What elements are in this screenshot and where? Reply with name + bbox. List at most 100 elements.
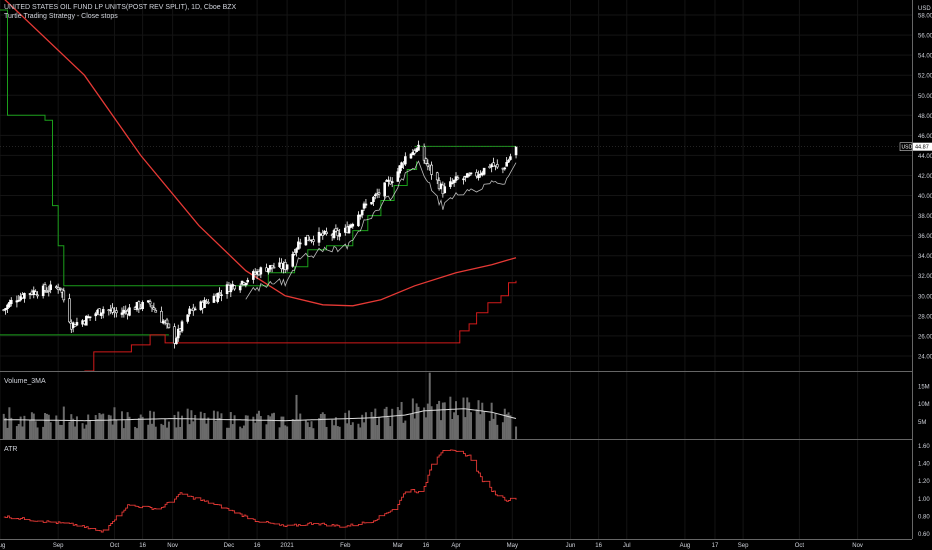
volume-bar bbox=[120, 411, 123, 439]
candle-body bbox=[43, 284, 47, 291]
volume-bar bbox=[515, 426, 518, 439]
volume-bar bbox=[194, 414, 197, 439]
volume-bar bbox=[173, 414, 176, 439]
volume-bar bbox=[505, 414, 508, 439]
volume-bar bbox=[503, 408, 506, 439]
volume-tick-label: 15M bbox=[918, 385, 930, 391]
volume-bar bbox=[428, 372, 431, 439]
candle-body bbox=[360, 209, 364, 216]
candle-body bbox=[400, 162, 403, 169]
candle-body bbox=[101, 309, 105, 314]
volume-bar bbox=[295, 394, 298, 439]
volume-bar bbox=[216, 411, 219, 439]
candle-body bbox=[176, 328, 180, 339]
volume-bar bbox=[179, 426, 182, 439]
price-tick-label: 28.00 bbox=[918, 314, 932, 320]
candle-body bbox=[362, 203, 366, 209]
volume-pane[interactable] bbox=[2, 372, 518, 439]
candle-body bbox=[462, 178, 465, 181]
candle-body bbox=[450, 182, 454, 185]
candle-body bbox=[137, 301, 141, 310]
time-tick-label: Sep bbox=[53, 543, 64, 549]
volume-bar bbox=[102, 413, 105, 439]
atr-tick-label: 0.60 bbox=[918, 532, 930, 538]
candle-body bbox=[514, 146, 518, 156]
volume-ma-line bbox=[3, 408, 517, 422]
volume-bar bbox=[464, 417, 467, 439]
candle-body bbox=[492, 162, 495, 167]
volume-bar bbox=[477, 400, 480, 439]
price-pane[interactable] bbox=[0, 0, 912, 372]
candle-body bbox=[317, 231, 321, 243]
volume-bar bbox=[141, 416, 144, 439]
volume-bar bbox=[124, 420, 127, 439]
volume-bar bbox=[81, 423, 84, 439]
volume-bar bbox=[220, 413, 223, 439]
volume-bar bbox=[424, 417, 427, 439]
volume-bar bbox=[226, 427, 229, 439]
candle-body bbox=[377, 192, 381, 195]
candle-body bbox=[45, 291, 49, 293]
volume-bar bbox=[483, 411, 486, 439]
candle-body bbox=[41, 285, 45, 297]
volume-bar bbox=[494, 413, 497, 439]
time-tick-label: May bbox=[507, 543, 518, 549]
volume-tick-label: 10M bbox=[918, 402, 930, 408]
volume-bar bbox=[21, 426, 24, 439]
candle-body bbox=[218, 292, 221, 294]
volume-bar bbox=[269, 416, 272, 439]
last-price-tag: USD bbox=[902, 145, 913, 151]
candle-body bbox=[325, 231, 328, 235]
candle-body bbox=[148, 301, 152, 305]
volume-bar bbox=[293, 419, 296, 439]
volume-bar bbox=[32, 413, 35, 439]
volume-bar bbox=[364, 412, 367, 439]
candle-body bbox=[383, 182, 386, 197]
candle-body bbox=[298, 242, 302, 245]
volume-bar bbox=[15, 426, 18, 439]
time-tick-label: Feb bbox=[340, 543, 351, 549]
symbol-title: UNITED STATES OIL FUND LP UNITS(POST REV… bbox=[4, 4, 237, 11]
volume-bar bbox=[242, 425, 245, 439]
volume-bar bbox=[167, 421, 170, 439]
volume-bar bbox=[470, 412, 473, 439]
candle-body bbox=[270, 264, 274, 269]
volume-bar bbox=[218, 417, 221, 439]
candle-body bbox=[73, 324, 77, 327]
candle-body bbox=[229, 284, 233, 293]
price-tick-label: 44.00 bbox=[918, 154, 932, 160]
candle-body bbox=[150, 305, 154, 309]
volume-bar bbox=[126, 412, 129, 439]
volume-bar bbox=[466, 397, 469, 439]
volume-bar bbox=[357, 423, 360, 439]
candle-body bbox=[75, 322, 79, 326]
volume-bar bbox=[34, 421, 37, 439]
price-axis-unit: USD bbox=[918, 6, 931, 12]
atr-pane[interactable] bbox=[3, 449, 517, 533]
candle-body bbox=[9, 299, 13, 305]
candle-body bbox=[398, 165, 402, 174]
volume-bar bbox=[55, 415, 58, 439]
candle-body bbox=[246, 279, 250, 283]
volume-bar bbox=[299, 413, 302, 439]
atr-tick-label: 1.60 bbox=[918, 444, 930, 450]
price-tick-label: 34.00 bbox=[918, 254, 932, 260]
volume-bar bbox=[348, 410, 351, 439]
volume-bar bbox=[436, 404, 439, 439]
candle-body bbox=[98, 308, 101, 316]
price-tick-label: 50.00 bbox=[918, 94, 932, 100]
candle-body bbox=[482, 167, 486, 175]
candle-body bbox=[374, 194, 377, 197]
volume-bar bbox=[488, 420, 491, 439]
volume-bar bbox=[122, 428, 125, 439]
candle-body bbox=[411, 152, 415, 156]
volume-bar bbox=[475, 409, 478, 439]
candle-body bbox=[417, 144, 420, 151]
time-tick-label: Apr bbox=[451, 543, 460, 549]
candle-body bbox=[34, 291, 37, 295]
volume-bar bbox=[137, 417, 140, 439]
candle-body bbox=[495, 164, 499, 168]
candle-body bbox=[175, 338, 178, 345]
volume-bar bbox=[374, 408, 377, 439]
